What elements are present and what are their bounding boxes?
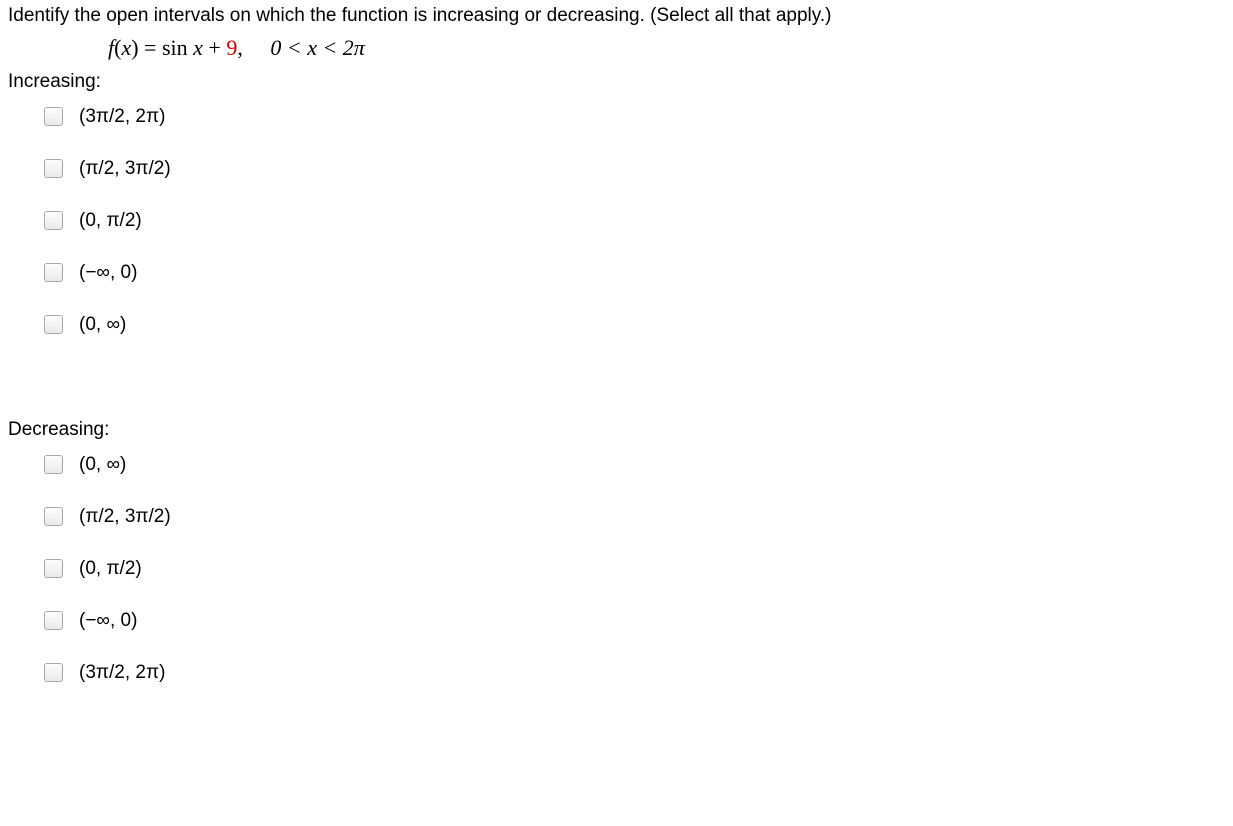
increasing-option-0: (3π/2, 2π)	[44, 93, 1225, 141]
formula-eq: =	[139, 35, 162, 60]
option-text: (0, ∞)	[79, 314, 126, 336]
increasing-option-4: (0, ∞)	[44, 301, 1225, 349]
checkbox[interactable]	[44, 107, 63, 126]
formula-close-paren: )	[131, 35, 138, 60]
option-text: (π/2, 3π/2)	[79, 506, 171, 528]
option-text: (−∞, 0)	[79, 610, 137, 632]
checkbox[interactable]	[44, 559, 63, 578]
formula-constant: 9	[226, 35, 237, 60]
checkbox[interactable]	[44, 263, 63, 282]
option-text: (−∞, 0)	[79, 262, 137, 284]
question-text: Identify the open intervals on which the…	[8, 4, 1225, 29]
option-text: (π/2, 3π/2)	[79, 158, 171, 180]
decreasing-option-4: (3π/2, 2π)	[44, 649, 1225, 697]
option-text: (0, π/2)	[79, 210, 142, 232]
option-text: (3π/2, 2π)	[79, 662, 165, 684]
increasing-options: (3π/2, 2π) (π/2, 3π/2) (0, π/2) (−∞, 0) …	[44, 93, 1225, 349]
checkbox[interactable]	[44, 663, 63, 682]
decreasing-option-1: (π/2, 3π/2)	[44, 493, 1225, 541]
checkbox[interactable]	[44, 507, 63, 526]
formula-plus: +	[203, 35, 226, 60]
option-text: (3π/2, 2π)	[79, 106, 165, 128]
decreasing-option-3: (−∞, 0)	[44, 597, 1225, 645]
decreasing-option-0: (0, ∞)	[44, 441, 1225, 489]
checkbox[interactable]	[44, 211, 63, 230]
checkbox[interactable]	[44, 159, 63, 178]
increasing-option-3: (−∞, 0)	[44, 249, 1225, 297]
decreasing-label: Decreasing:	[8, 419, 1225, 441]
formula-comma: ,	[237, 35, 243, 60]
increasing-option-1: (π/2, 3π/2)	[44, 145, 1225, 193]
increasing-label: Increasing:	[8, 71, 1225, 93]
formula-var: x	[121, 35, 131, 60]
formula-sin: sin	[162, 35, 193, 60]
checkbox[interactable]	[44, 455, 63, 474]
increasing-option-2: (0, π/2)	[44, 197, 1225, 245]
option-text: (0, π/2)	[79, 558, 142, 580]
question-page: Identify the open intervals on which the…	[0, 0, 1233, 705]
option-text: (0, ∞)	[79, 454, 126, 476]
decreasing-options: (0, ∞) (π/2, 3π/2) (0, π/2) (−∞, 0) (3π/…	[44, 441, 1225, 697]
checkbox[interactable]	[44, 611, 63, 630]
function-formula: f(x) = sin x + 9, 0 < x < 2π	[108, 35, 1225, 61]
checkbox[interactable]	[44, 315, 63, 334]
formula-var2: x	[193, 35, 203, 60]
formula-domain: 0 < x < 2π	[270, 35, 364, 60]
decreasing-option-2: (0, π/2)	[44, 545, 1225, 593]
